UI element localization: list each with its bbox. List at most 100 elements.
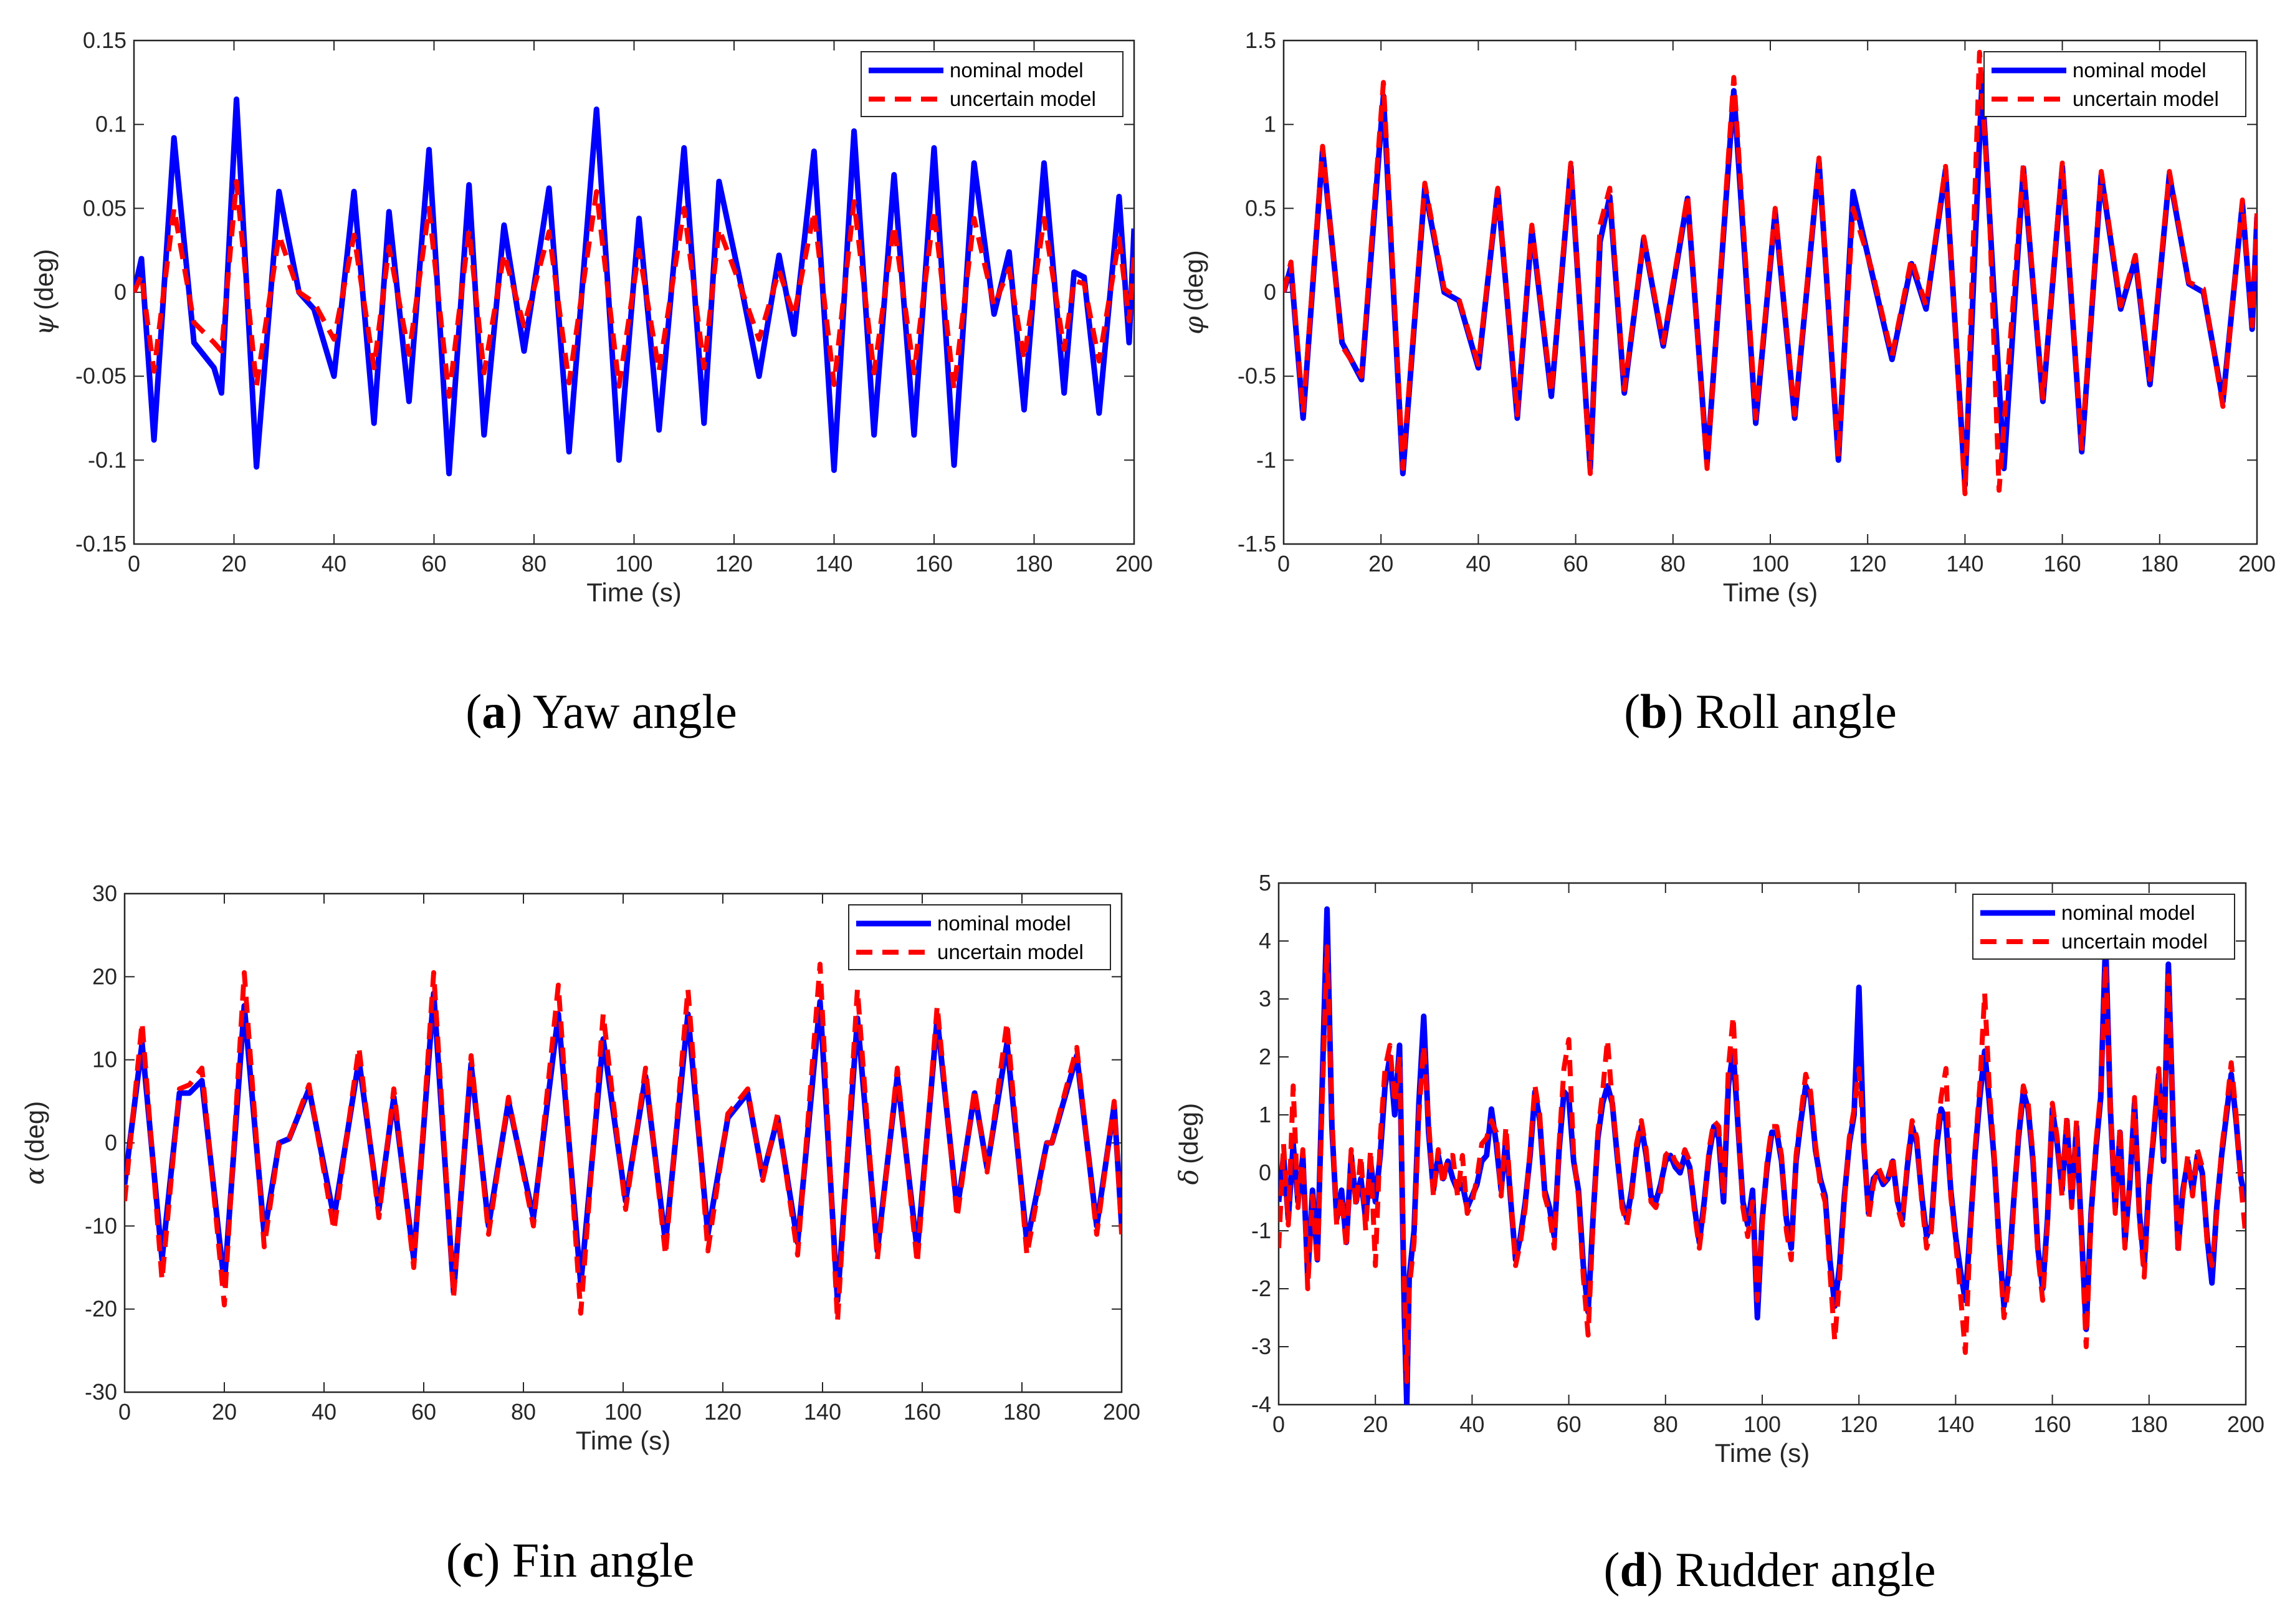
legend-nominal-label: nominal model: [950, 59, 1084, 82]
x-tick-label: 60: [421, 551, 446, 576]
caption-paren-open: (: [1624, 684, 1640, 738]
x-tick-label: 180: [1015, 551, 1052, 576]
x-tick-label: 140: [1946, 551, 1983, 576]
x-tick-label: 0: [1277, 551, 1290, 576]
y-tick-label: 10: [92, 1047, 117, 1072]
panel-caption-b: (b) Roll angle: [1624, 684, 1897, 738]
y-tick-label: -0.15: [75, 531, 126, 556]
x-axis-label: Time (s): [1715, 1438, 1810, 1468]
series-uncertain-line-c: [125, 962, 1122, 1324]
x-tick-label: 100: [1752, 551, 1789, 576]
y-tick-label: 0: [114, 279, 126, 305]
y-axis-symbol: φ: [1178, 316, 1209, 335]
series-group-c: [125, 962, 1122, 1324]
caption-paren-open: (: [446, 1533, 462, 1587]
x-tick-label: 40: [1466, 551, 1491, 576]
x-tick-label: 60: [1557, 1411, 1582, 1437]
y-axis-label: φ (deg): [1178, 250, 1209, 334]
caption-text: Roll angle: [1696, 684, 1897, 738]
series-uncertain-line-a: [134, 179, 1134, 399]
panel-caption-d: (d) Rudder angle: [1604, 1542, 1936, 1597]
x-tick-label: 20: [1363, 1411, 1388, 1437]
series-group-b: [1284, 49, 2257, 497]
y-axis-label: α (deg): [19, 1101, 50, 1185]
legend-box: [861, 51, 1124, 117]
chart-panel-a: 0 20 40 60 80 100 120 140 160 180 200 -0.15 -0.1 -0.0…: [29, 27, 1153, 738]
y-tick-label: 1: [1264, 112, 1276, 137]
x-tick-label: 80: [1653, 1411, 1678, 1437]
y-tick-label: -2: [1251, 1276, 1271, 1301]
caption-paren-close: ): [484, 1533, 512, 1587]
caption-paren-close: ): [1668, 684, 1696, 738]
y-axis-label: ψ (deg): [29, 249, 59, 336]
caption-letter: a: [482, 684, 506, 738]
caption-paren-open: (: [1604, 1542, 1620, 1597]
legend-box: [848, 904, 1111, 970]
legend-b: nominal model uncertain model: [1983, 51, 2246, 117]
x-tick-label: 40: [322, 551, 346, 576]
y-tick-label: 2: [1259, 1044, 1271, 1069]
y-axis-unit: (deg): [1174, 1103, 1203, 1164]
x-tick-label: 20: [212, 1399, 237, 1425]
series-uncertain-line-d: [1279, 944, 2246, 1384]
panel-caption-c: (c) Fin angle: [446, 1533, 695, 1587]
x-axis-label: Time (s): [586, 578, 681, 607]
y-axis-unit: (deg): [1179, 250, 1208, 311]
panel-caption-a: (a) Yaw angle: [465, 684, 737, 738]
y-tick-label: 0.1: [95, 112, 126, 137]
x-tick-label: 160: [2044, 551, 2081, 576]
legend-nominal-label: nominal model: [2061, 901, 2195, 924]
caption-text: Rudder angle: [1675, 1542, 1935, 1597]
y-tick-label: 3: [1259, 986, 1271, 1011]
y-axis-symbol: α: [19, 1167, 50, 1185]
legend-box: [1972, 894, 2235, 960]
legend-nominal-label: nominal model: [937, 912, 1071, 935]
y-tick-label: -0.5: [1238, 363, 1276, 389]
x-tick-label: 200: [2238, 551, 2276, 576]
y-tick-label: -0.05: [75, 363, 126, 389]
caption-letter: b: [1640, 684, 1667, 738]
caption-paren-close: ): [1647, 1542, 1675, 1597]
x-tick-label: 80: [511, 1399, 536, 1425]
y-axis-unit: (deg): [20, 1101, 49, 1162]
y-tick-label: 1: [1259, 1102, 1271, 1127]
x-tick-label: 160: [915, 551, 953, 576]
y-tick-label: 0.05: [83, 195, 126, 221]
caption-paren-open: (: [465, 684, 482, 738]
y-axis-unit: (deg): [29, 249, 59, 310]
y-tick-label: -0.1: [88, 447, 126, 472]
legend-uncertain-label: uncertain model: [2061, 930, 2208, 953]
x-tick-label: 160: [904, 1399, 941, 1425]
x-tick-label: 200: [2227, 1411, 2264, 1437]
x-tick-label: 120: [715, 551, 753, 576]
x-axis-label: Time (s): [576, 1426, 670, 1455]
x-tick-label: 120: [1840, 1411, 1878, 1437]
y-tick-label: -4: [1251, 1392, 1271, 1417]
y-tick-label: -1.5: [1238, 531, 1276, 556]
x-tick-label: 40: [1459, 1411, 1484, 1437]
x-tick-label: 180: [1003, 1399, 1041, 1425]
chart-panel-d: 0 20 40 60 80 100 120 140 160 180 200 -4 -3 -2 -1 0 1 2 3 4…: [1173, 870, 2264, 1597]
series-group-a: [134, 96, 1134, 477]
x-tick-label: 40: [312, 1399, 336, 1425]
x-tick-label: 0: [128, 551, 140, 576]
legend-c: nominal model uncertain model: [848, 904, 1111, 970]
caption-paren-close: ): [506, 684, 533, 738]
y-tick-label: 1.5: [1245, 27, 1276, 53]
x-tick-label: 0: [118, 1399, 131, 1425]
y-tick-label: -10: [85, 1213, 117, 1238]
y-axis-symbol: ψ: [29, 315, 59, 336]
y-tick-label: 0: [1259, 1160, 1271, 1185]
y-tick-label: 0.15: [83, 27, 126, 53]
x-tick-label: 140: [815, 551, 852, 576]
legend-a: nominal model uncertain model: [861, 51, 1124, 117]
x-tick-label: 120: [1849, 551, 1886, 576]
x-tick-label: 200: [1115, 551, 1153, 576]
x-tick-label: 100: [604, 1399, 642, 1425]
y-tick-label: -1: [1256, 447, 1276, 472]
x-tick-label: 60: [411, 1399, 436, 1425]
x-tick-label: 180: [2130, 1411, 2168, 1437]
x-tick-label: 140: [804, 1399, 841, 1425]
legend-uncertain-label: uncertain model: [950, 87, 1096, 110]
